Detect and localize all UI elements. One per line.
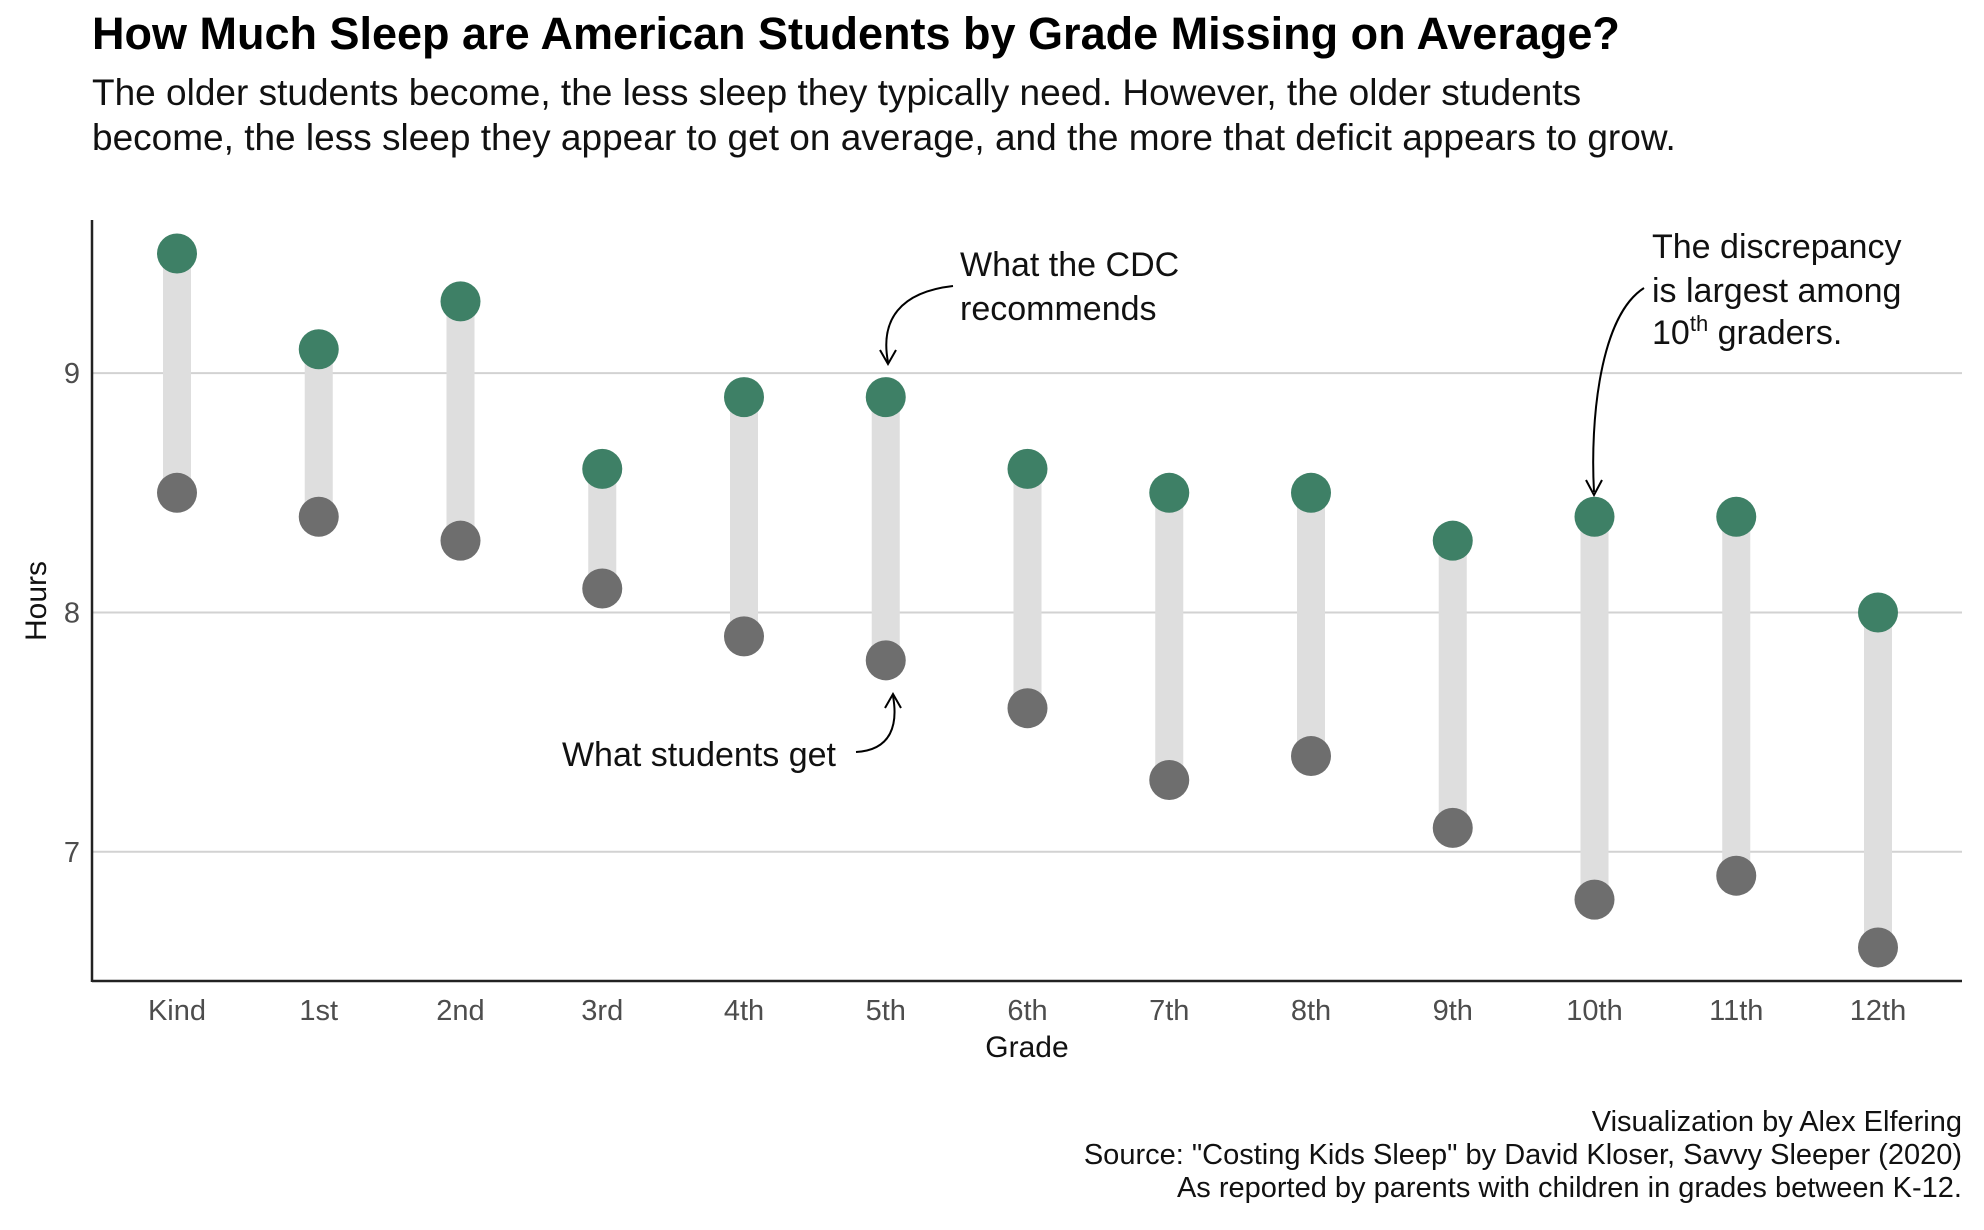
y-axis-title: Hours — [20, 561, 53, 641]
x-tick-label-9th: 9th — [1433, 995, 1473, 1027]
point-series-2-6th — [1007, 688, 1048, 729]
point-series-1-4th — [724, 377, 764, 418]
point-series-2-2nd — [440, 520, 481, 561]
y-tick-label-9: 9 — [64, 358, 80, 390]
annotation-discrepancy-line-1: The discrepancy — [1652, 228, 1901, 266]
caption-line-1: Visualization by Alex Elfering — [1591, 1106, 1962, 1138]
point-series-1-12th — [1858, 592, 1898, 633]
x-tick-label-5th: 5th — [866, 995, 906, 1027]
point-series-2-Kind — [157, 472, 197, 513]
point-series-1-11th — [1716, 496, 1757, 537]
x-tick-label-3rd: 3rd — [581, 995, 623, 1027]
axes — [90, 220, 1962, 983]
chart-subtitle: The older students become, the less slee… — [92, 70, 1972, 160]
annotation-cdc-arrowhead — [879, 349, 897, 367]
y-tick-label-7: 7 — [64, 837, 80, 869]
point-series-2-9th — [1432, 807, 1473, 848]
point-series-1-5th — [865, 377, 906, 418]
annotation-students-arrow — [855, 695, 896, 753]
point-series-1-7th — [1149, 472, 1190, 513]
point-series-2-12th — [1858, 927, 1898, 968]
point-series-2-5th — [865, 640, 906, 681]
subtitle-line-1: The older students become, the less slee… — [92, 72, 1582, 113]
point-series-1-9th — [1432, 520, 1473, 561]
x-tick-label-7th: 7th — [1149, 995, 1189, 1027]
x-tick-label-6th: 6th — [1007, 995, 1047, 1027]
x-tick-label-12th: 12th — [1850, 995, 1906, 1027]
x-tick-label-1st: 1st — [299, 995, 338, 1027]
annotation-cdc: What the CDC recommends — [960, 246, 1189, 328]
annotation-students-arrowhead — [884, 691, 902, 709]
point-series-1-Kind — [157, 233, 197, 274]
point-series-1-1st — [298, 329, 339, 370]
x-tick-label-Kind: Kind — [148, 995, 206, 1027]
subtitle-line-2: become, the less sleep they appear to ge… — [92, 117, 1676, 158]
point-series-2-10th — [1574, 879, 1615, 920]
annotation-students: What students get — [562, 736, 837, 774]
annotation-discrepancy-arrow — [1592, 287, 1645, 493]
x-tick-label-8th: 8th — [1291, 995, 1331, 1027]
point-series-2-4th — [724, 616, 764, 657]
point-series-1-10th — [1574, 496, 1615, 537]
annotation-discrepancy-arrowhead — [1585, 479, 1603, 498]
dumbbell-segments — [163, 253, 1892, 948]
caption-line-2: Source: "Costing Kids Sleep" by David Kl… — [1083, 1139, 1962, 1171]
point-series-1-8th — [1291, 472, 1331, 513]
point-series-2-1st — [298, 496, 339, 537]
data-points — [157, 233, 1898, 968]
annotation-discrepancy-line-3b: graders. — [1708, 314, 1842, 352]
point-series-1-3rd — [582, 448, 623, 489]
y-tick-label-8: 8 — [64, 597, 80, 629]
x-tick-label-11th: 11th — [1709, 995, 1763, 1027]
annotation-discrepancy-superscript: th — [1690, 311, 1708, 336]
chart-title: How Much Sleep are American Students by … — [92, 8, 1620, 59]
point-series-2-7th — [1149, 759, 1190, 800]
x-tick-labels: Kind 1st 2nd 3rd 4th 5th 6th 7th 8th 9th 10th 11th 1… — [148, 995, 1906, 1027]
point-series-2-8th — [1291, 736, 1331, 777]
annotation-discrepancy: The discrepancy is largest among 10th gr… — [1652, 228, 1911, 352]
annotation-cdc-arrow — [885, 285, 954, 363]
annotation-discrepancy-line-2: is largest among — [1652, 272, 1901, 310]
point-series-2-11th — [1716, 855, 1757, 896]
point-series-1-6th — [1007, 448, 1048, 489]
annotation-cdc-line-2: recommends — [960, 290, 1157, 328]
caption-line-3: As reported by parents with children in … — [1176, 1172, 1962, 1204]
point-series-2-3rd — [582, 568, 623, 609]
y-tick-labels: 7 8 9 — [64, 358, 80, 869]
chart-caption: Visualization by Alex Elfering Source: "… — [1084, 1106, 1962, 1205]
x-axis-title: Grade — [985, 1031, 1068, 1064]
x-tick-label-10th: 10th — [1566, 995, 1622, 1027]
annotation-discrepancy-line-3a: 10 — [1652, 314, 1690, 352]
x-tick-label-2nd: 2nd — [436, 995, 484, 1027]
annotation-cdc-line-1: What the CDC — [960, 246, 1179, 284]
x-tick-label-4th: 4th — [724, 995, 764, 1027]
point-series-1-2nd — [440, 281, 481, 322]
